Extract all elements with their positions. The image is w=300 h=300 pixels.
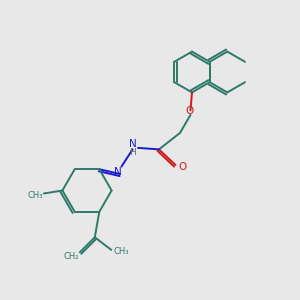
- Text: CH₃: CH₃: [28, 190, 43, 200]
- Text: O: O: [178, 161, 186, 172]
- Text: N: N: [114, 167, 122, 177]
- Text: CH₃: CH₃: [113, 247, 129, 256]
- Text: O: O: [185, 106, 194, 116]
- Text: N: N: [129, 139, 136, 149]
- Text: H: H: [129, 148, 136, 157]
- Text: CH₂: CH₂: [64, 252, 79, 261]
